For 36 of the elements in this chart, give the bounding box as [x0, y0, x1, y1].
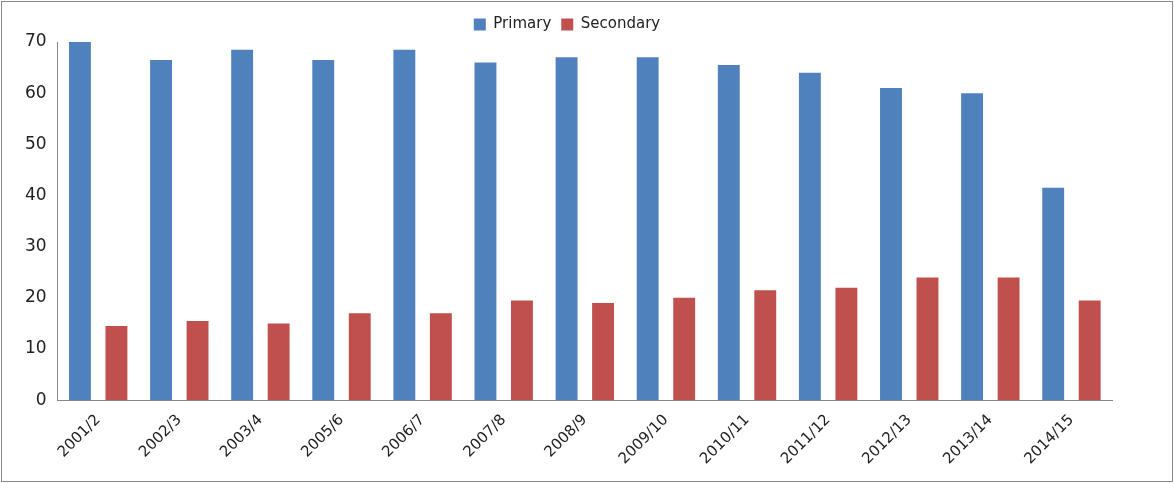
bar [717, 65, 740, 401]
bar [267, 323, 290, 401]
bar [555, 57, 578, 401]
y-tick-label: 30 [24, 235, 47, 256]
bar [474, 62, 497, 401]
y-tick-label: 10 [24, 337, 47, 358]
bar [961, 93, 984, 401]
bar [798, 72, 821, 401]
bar [997, 277, 1020, 401]
bar [312, 59, 335, 401]
bar [150, 59, 172, 401]
bar [511, 300, 533, 401]
bar [1042, 187, 1065, 401]
bar [348, 313, 371, 401]
y-tick-label: 0 [35, 388, 47, 409]
bar [231, 49, 254, 401]
bar [592, 302, 615, 401]
y-tick-label: 60 [24, 81, 47, 102]
bar [673, 297, 696, 401]
bar [429, 313, 452, 401]
bar [393, 49, 416, 401]
bar [835, 287, 858, 401]
bar [636, 57, 659, 401]
bar [754, 290, 777, 401]
y-tick-label: 70 [24, 30, 47, 51]
legend-label: Secondary [580, 14, 661, 33]
legend-label: Primary [493, 14, 552, 33]
y-tick-label: 40 [24, 183, 47, 204]
bar [880, 88, 902, 401]
y-tick-label: 20 [24, 286, 47, 307]
y-tick-label: 50 [24, 132, 47, 153]
bar [916, 277, 939, 401]
bar [105, 326, 128, 401]
bar [68, 42, 91, 401]
bar [1078, 300, 1101, 401]
bar [186, 320, 209, 401]
